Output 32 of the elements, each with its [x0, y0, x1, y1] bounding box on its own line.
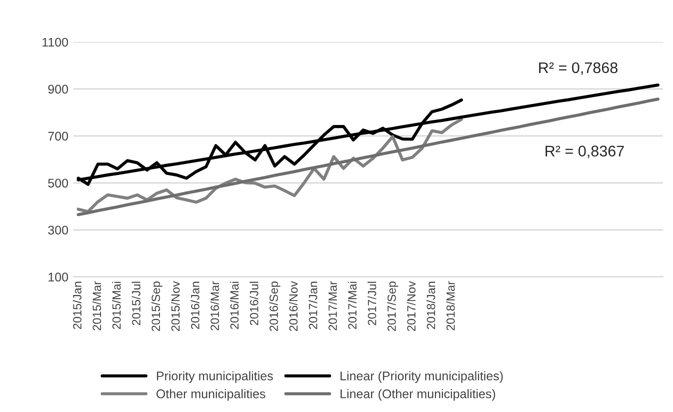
x-tick-label: 2016/Mar — [210, 281, 219, 330]
annotation: R² = 0,7868 — [539, 62, 618, 75]
legend-label: Linear (Other municipalities) — [340, 389, 496, 401]
x-tick-label: 2015/Mar — [92, 281, 102, 330]
x-tick-label: 2016/Mai — [230, 282, 239, 329]
y-tick-label: 100 — [48, 272, 68, 282]
y-tick-label: 700 — [48, 132, 68, 141]
x-tick-label: 2017/Sep — [387, 282, 398, 331]
x-tick-label: 2017/Jul — [368, 282, 376, 326]
x-tick-label: 2016/Nov — [288, 281, 298, 331]
x-tick-label: 2015/Mai — [112, 282, 121, 329]
y-tick-label: 500 — [48, 178, 68, 188]
x-tick-label: 2015/Jan — [72, 282, 82, 330]
y-tick-label: 1100 — [42, 38, 68, 47]
x-tick-label: 2016/Sep — [269, 282, 280, 331]
legend-label: Priority municipalities — [156, 371, 273, 383]
x-tick-label: 2015/Nov — [171, 281, 180, 331]
x-tick-label: 2016/Jan — [190, 282, 200, 330]
x-tick-label: 2018/Mar — [446, 281, 455, 330]
legend-label: Other municipalities — [156, 389, 266, 401]
x-tick-label: 2017/Jan — [308, 282, 318, 330]
legend-label: Linear (Priority municipalities) — [340, 371, 503, 383]
annotation: R² = 0,8367 — [546, 146, 624, 158]
x-tick-label: 2017/Mar — [328, 281, 337, 330]
x-tick-label: 2016/Jul — [250, 282, 258, 326]
y-tick-label: 300 — [48, 226, 68, 235]
y-tick-label: 900 — [48, 84, 68, 94]
x-tick-label: 2017/Mai — [348, 282, 357, 329]
x-tick-label: 2018/Jan — [426, 282, 436, 330]
x-tick-label: 2017/Nov — [406, 281, 416, 331]
x-tick-label: 2015/Sep — [151, 282, 162, 331]
x-tick-label: 2015/Jul — [132, 282, 140, 326]
